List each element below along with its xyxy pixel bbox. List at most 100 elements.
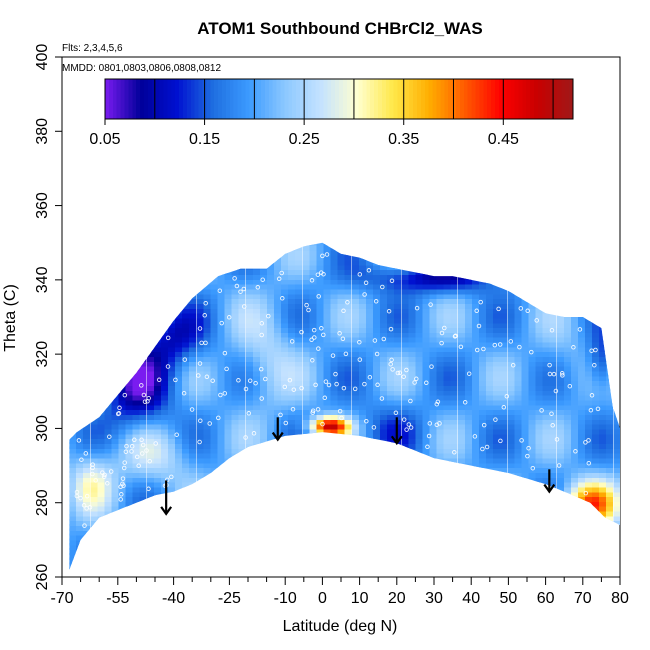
field-cell xyxy=(324,572,331,579)
field-cell xyxy=(408,494,416,502)
field-cell xyxy=(196,364,204,372)
field-cell xyxy=(479,552,486,560)
field-cell xyxy=(281,325,289,333)
dates-note: MMDD: 0801,0803,0806,0808,0812 xyxy=(62,63,221,74)
field-cell xyxy=(217,441,225,449)
field-cell xyxy=(493,412,501,420)
field-cell xyxy=(153,485,161,493)
field-cell xyxy=(175,514,183,522)
field-cell xyxy=(302,494,310,502)
field-cell xyxy=(528,242,536,246)
field-cell xyxy=(542,417,550,425)
field-cell xyxy=(97,446,105,454)
field-cell xyxy=(252,374,260,382)
field-cell xyxy=(125,398,133,406)
field-cell xyxy=(168,417,175,425)
field-cell xyxy=(182,316,190,324)
field-cell xyxy=(337,296,345,304)
field-cell xyxy=(457,398,465,406)
field-cell xyxy=(457,248,465,256)
field-cell xyxy=(323,552,331,560)
field-cell xyxy=(69,509,77,517)
field-cell xyxy=(153,287,161,295)
field-cell xyxy=(259,306,267,314)
field-cell xyxy=(97,340,105,348)
field-cell xyxy=(514,572,521,579)
field-cell xyxy=(182,301,190,309)
field-cell xyxy=(196,292,204,300)
field-cell xyxy=(337,465,345,473)
field-cell xyxy=(259,263,267,271)
field-cell xyxy=(380,292,388,300)
field-cell xyxy=(457,422,465,430)
field-cell xyxy=(415,504,423,512)
field-cell xyxy=(316,379,324,386)
field-cell xyxy=(76,514,84,522)
field-cell xyxy=(146,287,154,295)
field-cell xyxy=(281,369,289,377)
field-cell xyxy=(394,572,401,579)
field-cell xyxy=(457,519,465,527)
field-cell xyxy=(457,282,465,290)
field-cell xyxy=(344,485,352,493)
field-cell xyxy=(507,340,515,348)
field-cell xyxy=(302,523,310,531)
field-cell xyxy=(514,287,522,295)
field-cell xyxy=(90,379,98,386)
field-cell xyxy=(182,451,190,459)
field-cell xyxy=(118,427,126,435)
field-cell xyxy=(139,543,147,551)
field-cell xyxy=(196,475,204,483)
field-cell xyxy=(259,248,267,256)
field-cell xyxy=(535,514,543,522)
field-cell xyxy=(259,354,267,362)
field-cell xyxy=(125,292,133,300)
field-cell xyxy=(358,287,366,295)
field-cell xyxy=(514,432,522,440)
field-cell xyxy=(97,408,105,415)
field-cell xyxy=(90,557,98,565)
field-cell xyxy=(281,253,289,261)
field-cell xyxy=(387,388,395,396)
field-cell xyxy=(535,494,543,502)
field-cell xyxy=(259,533,267,541)
field-cell xyxy=(139,519,147,527)
field-cell xyxy=(486,514,494,522)
field-cell xyxy=(245,364,253,372)
field-cell xyxy=(62,500,69,507)
field-cell xyxy=(337,403,345,411)
field-cell xyxy=(500,441,508,449)
field-cell xyxy=(231,441,239,449)
field-cell xyxy=(224,461,232,469)
field-cell xyxy=(139,345,147,353)
field-cell xyxy=(189,514,197,522)
field-cell xyxy=(521,350,529,358)
field-cell xyxy=(146,451,154,459)
field-cell xyxy=(245,330,253,338)
field-cell xyxy=(281,567,289,570)
field-cell xyxy=(168,282,175,290)
field-cell xyxy=(514,523,522,531)
field-cell xyxy=(252,335,260,343)
field-cell xyxy=(281,490,289,498)
field-cell xyxy=(182,335,190,343)
field-cell xyxy=(260,572,267,579)
field-cell xyxy=(479,379,486,386)
field-cell xyxy=(330,296,338,304)
field-cell xyxy=(196,504,204,512)
field-cell xyxy=(401,243,409,251)
field-cell xyxy=(267,552,274,560)
field-cell xyxy=(97,572,104,579)
field-cell xyxy=(429,451,437,459)
field-cell xyxy=(493,287,501,295)
field-cell xyxy=(450,557,458,565)
field-cell xyxy=(401,253,409,261)
field-cell xyxy=(111,374,119,382)
field-cell xyxy=(436,446,444,454)
field-cell xyxy=(189,446,197,454)
field-cell xyxy=(238,345,246,353)
field-cell xyxy=(323,446,331,454)
field-cell xyxy=(373,422,380,430)
field-cell xyxy=(309,572,316,579)
field-cell xyxy=(203,253,211,261)
